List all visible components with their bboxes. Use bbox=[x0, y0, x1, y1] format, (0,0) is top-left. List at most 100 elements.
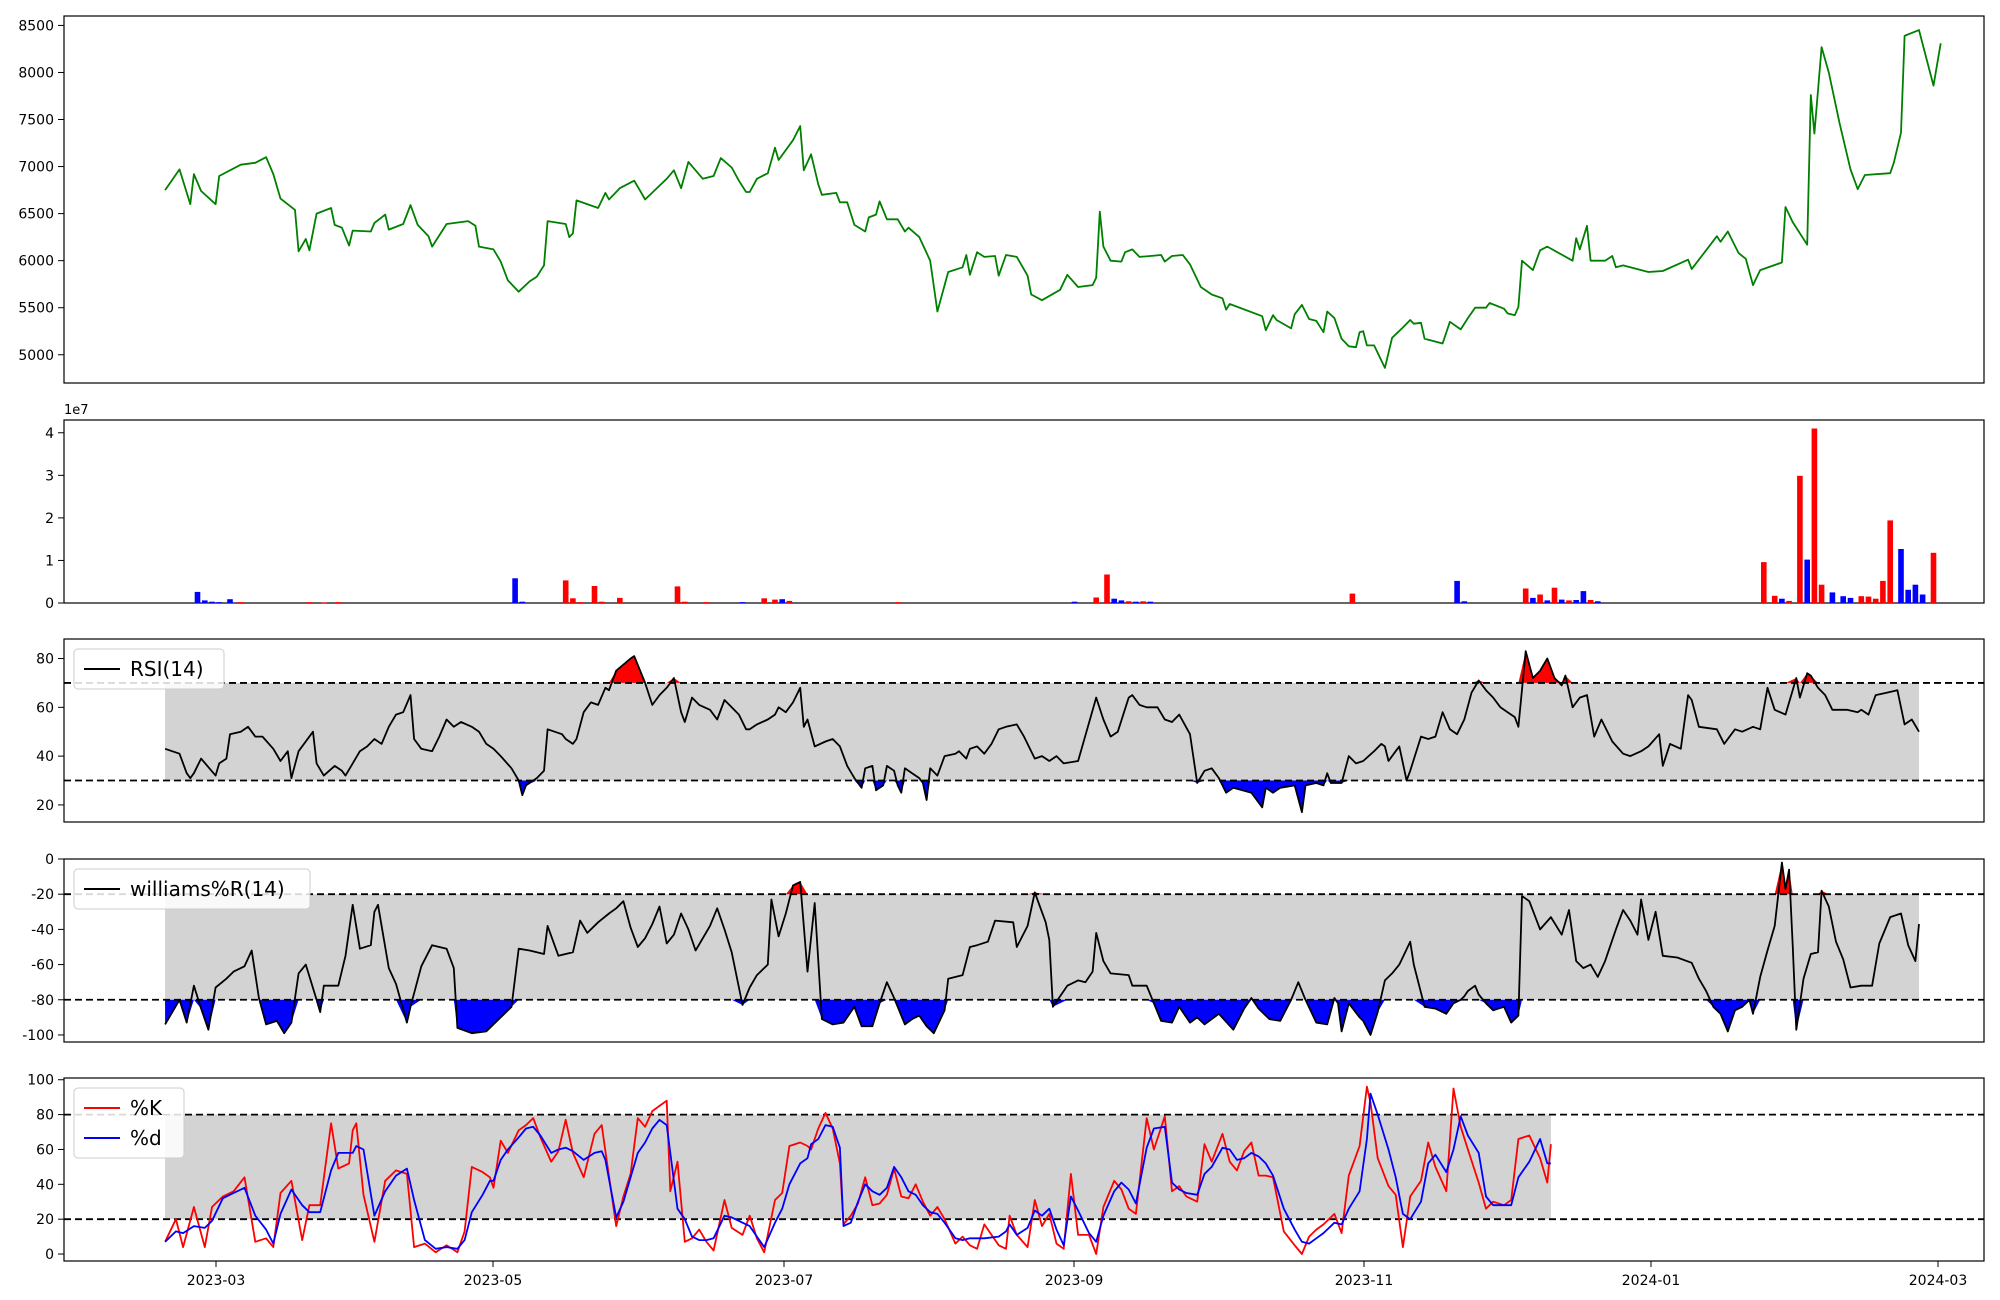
volume-bar bbox=[1125, 601, 1132, 603]
y-tick-label: 80 bbox=[36, 1108, 54, 1124]
volume-bar bbox=[209, 601, 215, 603]
volume-bar bbox=[562, 580, 569, 603]
oversold-fill bbox=[165, 999, 1920, 1035]
volume-bar bbox=[570, 598, 576, 603]
volume-bar bbox=[1761, 562, 1767, 603]
price-panel: 5000 5500 6000 6500 7000 7500 8000 8500 bbox=[18, 15, 1985, 384]
volume-bar bbox=[1551, 587, 1558, 603]
y-tick-label: 20 bbox=[36, 798, 54, 814]
rsi-panel: 20 40 60 80 RSI(14) bbox=[36, 638, 1985, 823]
volume-bar bbox=[1811, 428, 1818, 603]
volume-bar bbox=[786, 600, 793, 603]
y-tick-label: 5500 bbox=[18, 301, 54, 317]
y-tick-label: 60 bbox=[36, 1142, 54, 1158]
y-tick-label: 7500 bbox=[18, 113, 54, 129]
axes-frame bbox=[63, 858, 1985, 1043]
volume-bar bbox=[761, 598, 767, 603]
y-tick-label: 4 bbox=[45, 426, 54, 442]
volume-offset-label: 1e7 bbox=[64, 403, 89, 418]
volume-bar bbox=[1111, 598, 1117, 603]
y-tick-label: 5000 bbox=[18, 348, 54, 364]
axes-frame bbox=[63, 1077, 1985, 1262]
legend: RSI(14) bbox=[73, 648, 225, 690]
volume-bar bbox=[1558, 599, 1565, 603]
legend: %K %d bbox=[73, 1087, 185, 1159]
volume-bar bbox=[194, 591, 201, 603]
volume-bar bbox=[682, 601, 688, 603]
volume-bar bbox=[519, 601, 526, 603]
volume-bar bbox=[238, 602, 244, 603]
series-line-1 bbox=[164, 1092, 1551, 1250]
legend-label: %K bbox=[130, 1096, 163, 1120]
series-line-0 bbox=[164, 650, 1920, 814]
volume-bar bbox=[1905, 589, 1911, 603]
volume-bar bbox=[617, 597, 623, 603]
y-tick-label: -60 bbox=[31, 958, 54, 974]
x-tick-label: 2023-07 bbox=[755, 1273, 814, 1289]
volume-bar bbox=[1771, 595, 1778, 603]
volume-bar bbox=[1118, 600, 1125, 603]
x-tick-label: 2023-03 bbox=[187, 1273, 246, 1289]
y-tick-label: -100 bbox=[22, 1028, 54, 1044]
y-tick-label: 0 bbox=[45, 852, 54, 868]
volume-bar bbox=[512, 578, 518, 603]
y-tick-label: 7000 bbox=[18, 160, 54, 176]
y-tick-label: -80 bbox=[31, 993, 54, 1009]
volume-bar bbox=[1133, 601, 1139, 603]
x-tick-label: 2023-09 bbox=[1045, 1273, 1104, 1289]
volume-bar bbox=[1930, 552, 1937, 603]
volume-bar bbox=[1093, 597, 1099, 603]
y-tick-label: 80 bbox=[36, 652, 54, 668]
stochastic-panel: 0 20 40 60 80 100 %K %d bbox=[27, 1073, 1985, 1263]
volume-bar bbox=[227, 599, 233, 603]
y-tick-label: 8000 bbox=[18, 65, 54, 81]
volume-bar bbox=[703, 602, 710, 603]
price-line bbox=[164, 29, 1942, 369]
volume-bar bbox=[306, 602, 313, 603]
y-tick-label: -20 bbox=[31, 887, 54, 903]
volume-bar bbox=[1349, 593, 1356, 603]
axes-frame bbox=[63, 419, 1985, 604]
volume-bar bbox=[894, 602, 901, 603]
volume-bar bbox=[1537, 594, 1543, 603]
volume-bar bbox=[1566, 600, 1572, 603]
volume-bar bbox=[772, 599, 778, 603]
volume-bar bbox=[1104, 574, 1110, 603]
volume-bar bbox=[1522, 588, 1529, 603]
volume-bar bbox=[1804, 559, 1810, 603]
volume-bar bbox=[1887, 520, 1893, 603]
volume-bar bbox=[591, 586, 598, 603]
date-x-axis: 2023-03 2023-05 2023-07 2023-09 2023-11 2024-… bbox=[187, 1261, 1968, 1289]
legend-label: williams%R(14) bbox=[130, 877, 285, 901]
volume-bar bbox=[202, 600, 208, 603]
volume-bar bbox=[1818, 584, 1825, 603]
y-tick-label: 6500 bbox=[18, 207, 54, 223]
volume-bar bbox=[1454, 580, 1460, 603]
volume-bar bbox=[1147, 601, 1154, 603]
y-tick-label: 3 bbox=[45, 468, 54, 484]
legend-label: RSI(14) bbox=[130, 657, 204, 681]
y-tick-label: 8500 bbox=[18, 18, 54, 34]
volume-panel: 0 1 2 3 4 1e7 bbox=[45, 403, 1985, 612]
volume-bar bbox=[1898, 549, 1904, 603]
volume-bar bbox=[216, 602, 222, 603]
volume-bar bbox=[1872, 598, 1879, 603]
x-tick-label: 2024-03 bbox=[1909, 1273, 1968, 1289]
y-tick-label: 0 bbox=[45, 596, 54, 612]
volume-bar bbox=[1140, 601, 1146, 603]
y-tick-label: 60 bbox=[36, 700, 54, 716]
volume-bar bbox=[1786, 600, 1792, 603]
volume-bar bbox=[1580, 591, 1587, 603]
volume-bar bbox=[1544, 600, 1551, 603]
band-fill bbox=[165, 682, 1920, 781]
volume-bar bbox=[1530, 597, 1536, 603]
volume-bar bbox=[1865, 596, 1872, 603]
volume-bar bbox=[779, 599, 785, 603]
volume-bar bbox=[1573, 600, 1579, 603]
volume-bar bbox=[1797, 475, 1803, 603]
series-line-0 bbox=[164, 1085, 1552, 1255]
williams-r-panel: 0 -20 -40 -60 -80 -100 williams%R(14) bbox=[22, 852, 1985, 1044]
volume-bar bbox=[1912, 584, 1919, 603]
volume-bar bbox=[1829, 592, 1836, 603]
volume-bar bbox=[1587, 600, 1594, 603]
